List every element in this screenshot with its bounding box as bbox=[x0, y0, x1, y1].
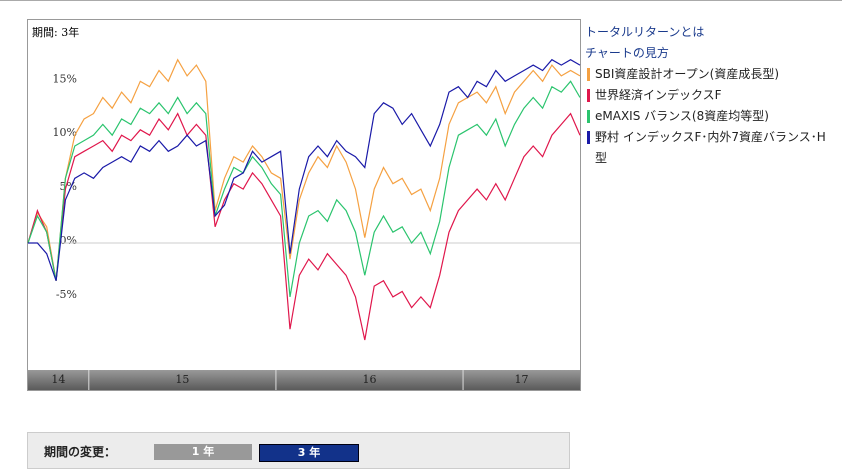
x-tick-label: 16 bbox=[362, 373, 376, 386]
x-tick-label: 15 bbox=[175, 373, 189, 386]
chart-frame bbox=[27, 19, 581, 391]
legend-label: 世界経済インデックスF bbox=[595, 88, 722, 102]
legend: SBI資産設計オープン(資産成長型) 世界経済インデックスF eMAXIS バランス… bbox=[585, 64, 835, 169]
legend-swatch bbox=[587, 131, 590, 144]
y-tick-label: 5% bbox=[60, 180, 77, 193]
legend-item: eMAXIS バランス(8資産均等型) bbox=[585, 106, 835, 127]
date-bar bbox=[28, 370, 580, 390]
legend-item: 世界経済インデックスF bbox=[585, 85, 835, 106]
legend-label: 野村 インデックスF･内外7資産バランス･H型 bbox=[595, 130, 826, 165]
series-line bbox=[27, 58, 581, 281]
y-tick-label: -5% bbox=[56, 288, 77, 301]
series-line bbox=[27, 80, 581, 298]
x-tick-label: 17 bbox=[515, 373, 529, 386]
chart: 期間: 3年 -5% 0% 5% 10% 15% 14 15 16 17 bbox=[27, 19, 581, 391]
series-line bbox=[28, 58, 581, 281]
y-tick-label: 0% bbox=[60, 234, 77, 247]
chart-title: 期間: 3年 bbox=[32, 25, 79, 39]
period-button[interactable]: 1 年 bbox=[154, 444, 252, 460]
period-button[interactable]: 3 年 bbox=[259, 444, 359, 462]
x-tick-label: 14 bbox=[51, 373, 65, 386]
side-panel: トータルリターンとは チャートの見方 SBI資産設計オープン(資産成長型) 世界経… bbox=[585, 22, 835, 169]
legend-swatch bbox=[587, 89, 590, 102]
legend-swatch bbox=[587, 110, 590, 123]
series-line bbox=[27, 112, 581, 341]
link[interactable]: トータルリターンとは bbox=[585, 25, 705, 39]
legend-label: eMAXIS バランス(8資産均等型) bbox=[595, 109, 769, 123]
legend-swatch bbox=[587, 68, 590, 81]
period-panel: 期間の変更： 1 年 3 年 bbox=[27, 432, 570, 469]
legend-item: 野村 インデックスF･内外7資産バランス･H型 bbox=[585, 127, 835, 169]
legend-item: SBI資産設計オープン(資産成長型) bbox=[585, 64, 835, 85]
period-label: 期間の変更： bbox=[44, 445, 117, 459]
top-rule bbox=[0, 0, 842, 1]
y-tick-label: 15% bbox=[53, 72, 77, 85]
y-tick-label: 10% bbox=[53, 126, 77, 139]
link[interactable]: チャートの見方 bbox=[585, 46, 669, 60]
legend-label: SBI資産設計オープン(資産成長型) bbox=[595, 67, 780, 81]
